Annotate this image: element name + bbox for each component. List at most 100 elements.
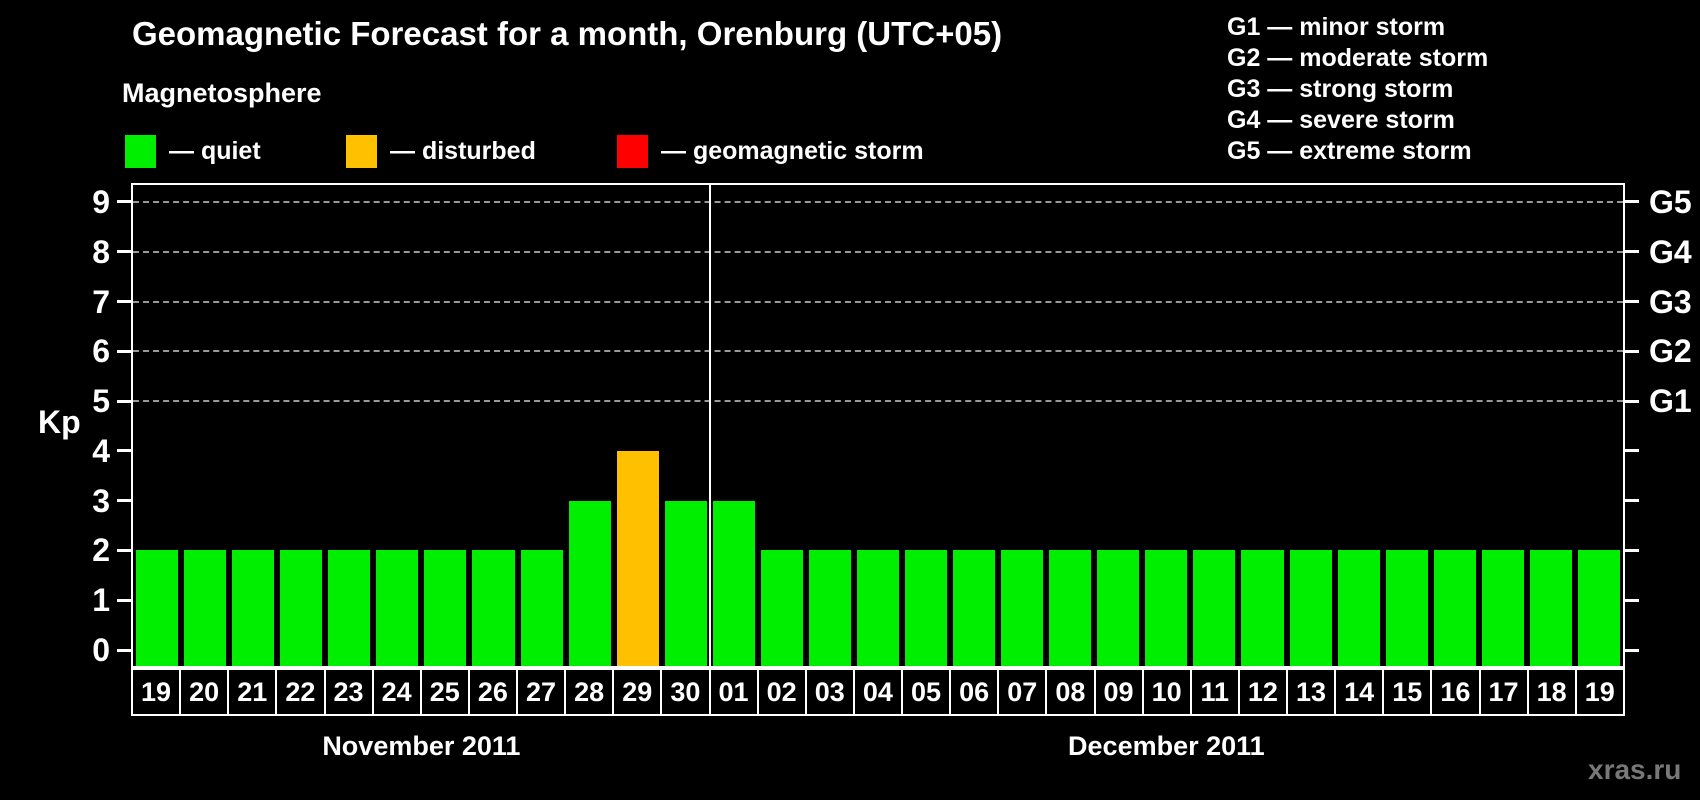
kp-tick-left [117, 399, 131, 403]
day-cell: 10 [1144, 670, 1192, 714]
day-cell: 15 [1384, 670, 1433, 714]
kp-bar-day-14 [1337, 550, 1380, 666]
day-cell: 20 [181, 670, 230, 714]
kp-tick-left [117, 349, 131, 353]
day-cell: 13 [1288, 670, 1337, 714]
kp-bar-day-27 [520, 550, 563, 666]
day-cell: 07 [999, 670, 1048, 714]
kp-tick-label: 6 [92, 333, 110, 370]
kp-tick-label: 9 [92, 183, 110, 220]
day-cell: 27 [518, 670, 567, 714]
kp-bar-day-01 [712, 500, 755, 666]
month-label: November 2011 [322, 731, 521, 761]
legend-item-storm: — geomagnetic storm [617, 134, 924, 168]
day-cell: 19 [1584, 677, 1615, 707]
g5-legend-line: G5 — extreme storm [1227, 137, 1472, 165]
kp-tick-right [1625, 349, 1639, 353]
kp-tick-label: 2 [92, 532, 110, 569]
g-axis-label: G3 [1649, 283, 1692, 320]
day-cell: 06 [951, 670, 1000, 714]
kp-bar-day-03 [808, 550, 851, 666]
kp-bar-day-24 [376, 550, 419, 666]
kp-tick-right [1625, 399, 1639, 403]
kp-bar-day-08 [1049, 550, 1092, 666]
g2-legend-line: G2 — moderate storm [1227, 44, 1489, 72]
kp-tick-label: 3 [92, 482, 110, 519]
kp-bar-day-04 [856, 550, 900, 666]
day-cell: 24 [374, 670, 422, 714]
kp-tick-left [117, 648, 131, 652]
g-axis-label: G2 [1649, 333, 1692, 370]
g-axis-label: G1 [1649, 383, 1692, 420]
g-axis-label: G4 [1649, 233, 1692, 270]
legend-item-quiet: — quiet [125, 134, 261, 168]
kp-bar-day-22 [280, 550, 323, 666]
kp-bar-day-19 [1577, 550, 1620, 666]
day-cell: 02 [759, 670, 807, 714]
gridline-kp6 [133, 350, 1623, 353]
day-cell: 30 [662, 670, 711, 714]
day-cell: 28 [566, 670, 615, 714]
g-axis-label: G5 [1649, 183, 1692, 220]
g1-legend-line: G1 — minor storm [1227, 13, 1446, 41]
kp-tick-left [117, 449, 131, 453]
kp-bar-day-21 [232, 550, 275, 666]
g3-legend-line: G3 — strong storm [1227, 75, 1454, 103]
kp-tick-right [1625, 200, 1639, 204]
g4-legend-line: G4 — severe storm [1227, 106, 1455, 134]
kp-axis-title: Kp [38, 404, 81, 440]
day-cell: 14 [1336, 670, 1385, 714]
kp-bar-day-25 [424, 550, 467, 666]
day-cell: 11 [1192, 670, 1240, 714]
day-cell: 04 [855, 670, 903, 714]
kp-tick-left [117, 548, 131, 552]
kp-tick-label: 5 [92, 383, 110, 420]
kp-bar-day-07 [1001, 550, 1044, 666]
plot-area [131, 183, 1625, 668]
kp-tick-label: 1 [92, 582, 110, 619]
gridline-kp5 [133, 400, 1623, 403]
day-cell: 05 [903, 670, 952, 714]
watermark: xras.ru [1588, 754, 1682, 785]
storm-color-swatch [617, 134, 648, 168]
quiet-legend-label: — quiet [169, 136, 261, 165]
day-axis: 19 20 21 22 23 24 25 26 27 28 29 30 01 02 03 04 05 06 07 08… [131, 668, 1625, 716]
kp-tick-right [1625, 300, 1639, 304]
day-cell: 18 [1529, 670, 1577, 714]
legend-item-disturbed: — disturbed [346, 134, 536, 168]
kp-bar-day-05 [905, 550, 948, 666]
day-cell: 26 [470, 670, 518, 714]
day-cell: 16 [1432, 670, 1481, 714]
kp-bar-day-02 [760, 550, 803, 666]
chart-title: Geomagnetic Forecast for a month, Orenbu… [132, 15, 1003, 52]
kp-tick-label: 4 [92, 432, 110, 469]
kp-tick-left [117, 250, 131, 254]
disturbed-legend-label: — disturbed [390, 136, 536, 165]
day-cell: 17 [1481, 670, 1529, 714]
day-cell: 21 [229, 670, 278, 714]
kp-tick-left [117, 499, 131, 503]
g-scale-legend: G1 — minor storm G2 — moderate storm G3 … [1227, 12, 1488, 167]
kp-bar-day-28 [568, 500, 611, 666]
day-cell: 19 [133, 670, 182, 714]
kp-bar-day-06 [953, 550, 996, 666]
kp-bar-day-19 [136, 550, 179, 666]
kp-bar-day-17 [1481, 550, 1524, 666]
day-cell: 09 [1096, 670, 1144, 714]
day-cell: 12 [1240, 670, 1288, 714]
day-cell: 03 [807, 670, 855, 714]
kp-bar-day-29 [616, 450, 659, 666]
kp-bar-day-16 [1433, 550, 1476, 666]
kp-bar-day-30 [664, 500, 707, 666]
magnetosphere-label: Magnetosphere [122, 78, 322, 108]
kp-bar-day-13 [1289, 550, 1332, 666]
kp-tick-left [117, 598, 131, 602]
disturbed-color-swatch [346, 134, 377, 168]
kp-bar-day-26 [472, 550, 515, 666]
kp-tick-left [117, 300, 131, 304]
kp-tick-label: 0 [92, 632, 110, 668]
month-label: December 2011 [1068, 731, 1265, 761]
quiet-color-swatch [125, 134, 156, 168]
month-separator [708, 185, 711, 666]
